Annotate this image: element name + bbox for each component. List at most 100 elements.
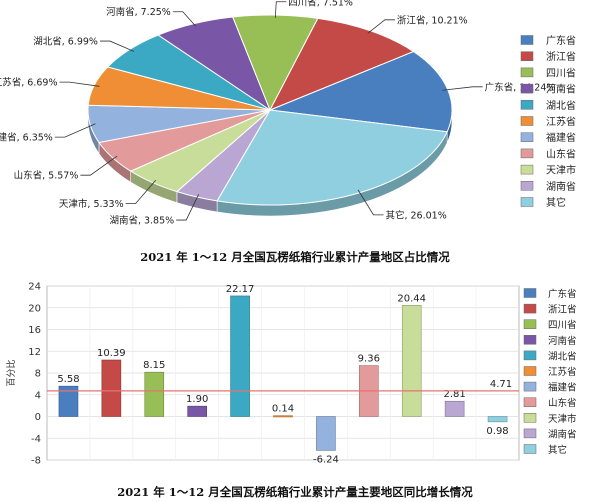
pie-leader-line [367,19,395,34]
pie-slice-label: 浙江省, 10.21% [397,14,468,26]
bar-value-label: 1.90 [186,394,208,405]
pie-legend-label: 其它 [546,196,566,209]
pie-leader-line [176,194,200,221]
bar-legend-label: 浙江省 [548,304,577,316]
pie-chart: 广东省, 14.24% 其它, 26.01% 湖南省, 3.85% 天津市, 5.33… [0,0,576,227]
pie-legend-swatch [520,148,534,159]
bar-legend-swatch [523,350,537,361]
y-tick-label: -4 [31,434,41,445]
pie-legend-label: 四川省 [546,66,576,79]
bar-legend-swatch [523,413,537,423]
pie-legend-swatch [520,100,534,110]
pie-slice-label: 广东省, 14.24% [485,81,556,93]
pie-leader-line [442,86,483,91]
bar [401,305,422,417]
pie-slice-label: 山东省, 5.57% [14,170,79,182]
y-tick-label: 20 [28,303,41,314]
bar [316,416,336,451]
y-tick-label: 0 [35,412,41,423]
bar-value-label: 9.36 [358,354,380,365]
average-reference-label: 4.71 [490,379,512,390]
pie-legend-swatch [520,35,534,45]
y-tick-label: 24 [28,282,41,293]
pie-label-group: 广东省, 14.24% 其它, 26.01% 湖南省, 3.85% 天津市, 5.33… [0,0,555,227]
pie-slice-label: 湖南省, 3.85% [109,215,174,227]
bar [187,405,207,417]
pie-legend-label: 湖北省 [546,99,576,112]
bar-legend-label: 河南省 [548,335,577,347]
pie-leader-line [59,81,100,87]
bar-legend-swatch [523,444,537,454]
bars: 5.58 10.39 8.15 1.90 22.17 0.14 -6.24 9.36 20.44… [57,284,508,465]
bar-value-label: -6.24 [313,454,339,465]
pie-leader-line [80,155,118,176]
bar-value-label: 0.14 [272,404,294,415]
bar-chart-title: 2021 年 1～12 月全国瓦楞纸箱行业累计产量主要地区同比增长情况 [117,485,473,499]
bar [144,371,165,417]
bar [487,416,508,423]
y-ticks: -8 -4 0 4 8 12 16 20 24 [28,282,41,467]
bar-value-label: 2.81 [444,389,466,400]
y-tick-label: 12 [28,347,41,358]
bar-legend-swatch [523,381,537,392]
bar-legend-label: 四川省 [548,319,577,331]
bar-legend-swatch [523,428,537,439]
bar-legend-label: 其它 [548,444,567,456]
bar [101,359,122,417]
bar [58,385,79,417]
pie-slice [216,109,448,206]
pie-slice-label: 其它, 26.01% [385,209,446,221]
bar-legend-label: 江苏省 [548,366,577,378]
pie-legend-label: 山东省 [546,147,576,160]
pie-leader-line [172,11,197,27]
bar-value-label: 10.39 [97,348,126,359]
pie-legend-swatch [520,116,534,126]
pie-legend-label: 河南省 [546,83,576,96]
y-tick-label: -8 [31,456,41,467]
bar-legend-label: 山东省 [548,397,577,409]
bar [444,400,465,417]
bar-legend-swatch [523,335,537,345]
pie-slice-label: 天津市, 5.33% [59,198,124,210]
pie-leader-line [99,40,134,52]
y-tick-label: 4 [35,390,41,401]
bar-legend-label: 湖北省 [548,350,577,362]
bar-value-label: 8.15 [143,360,165,371]
bar-legend-swatch [523,319,537,329]
bar-value-label: 22.17 [226,284,255,295]
pie-legend-label: 湖南省 [546,180,576,193]
pie-legend-swatch [520,67,534,78]
pie-legend-label: 福建省 [546,131,576,144]
pie-legend-swatch [520,51,534,61]
pie-legend-label: 江苏省 [546,115,576,128]
pie-slice-label: 四川省, 7.51% [288,0,353,8]
pie-slice-label: 河南省, 7.25% [106,6,171,18]
pie-top-group [87,14,453,206]
bar-legend-label: 福建省 [548,382,577,394]
pie-legend-swatch [520,83,534,94]
bar-legend-label: 广东省 [548,288,577,300]
y-tick-label: 8 [35,369,41,380]
pie-leader-line [125,179,156,204]
pie-legend-label: 天津市 [546,164,576,177]
bar-legend-label: 湖南省 [548,428,577,440]
bar-legend-swatch [523,288,537,298]
bar-value-label: 0.98 [486,426,508,437]
pie-leader-line [274,1,287,18]
pie-slice-label: 福建省, 6.35% [0,132,53,144]
y-tick-label: 16 [28,325,41,336]
bar [273,415,293,418]
pie-legend-swatch [520,197,534,207]
bar-legend-swatch [523,366,537,376]
bar-legend-swatch [523,397,537,407]
y-axis-label: 百分比 [5,359,17,386]
pie-legend-label: 浙江省 [546,50,576,63]
pie-leader-line [357,189,384,216]
pie-leader-line [54,123,96,138]
grid-lines [47,285,519,461]
pie-legend-swatch [520,164,534,175]
pie-slice-label: 江苏省, 6.69% [0,77,57,89]
